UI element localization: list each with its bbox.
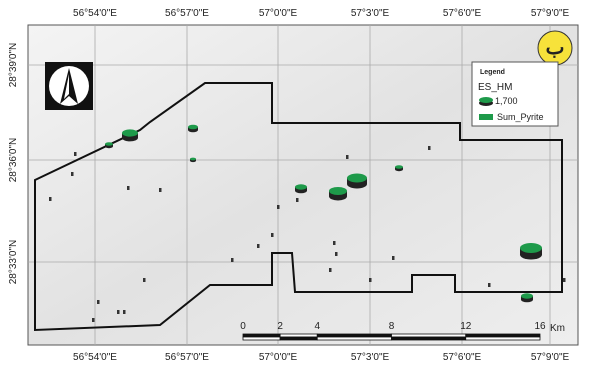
scale-segment: [243, 337, 280, 340]
sample-point: [333, 241, 336, 245]
sample-point: [49, 197, 52, 201]
cylinder-top: [295, 184, 307, 189]
scale-tick-label: 0: [240, 321, 246, 332]
sample-point: [74, 152, 77, 156]
y-label: 28°36'0"N: [8, 138, 19, 183]
sample-point: [71, 172, 74, 176]
scale-segment: [317, 337, 391, 340]
sample-point: [346, 155, 349, 159]
scale-segment: [392, 334, 466, 337]
sample-point: [392, 256, 395, 260]
sample-point: [123, 310, 126, 314]
sample-point: [231, 258, 234, 262]
legend-title: Legend: [480, 69, 505, 76]
map-figure: ب Legend ES_HM 1,700 Sum_Pyrite 0 2 4 8 12 16…: [0, 0, 592, 367]
sample-point: [159, 188, 162, 192]
sample-point: [296, 198, 299, 202]
sample-point: [143, 278, 146, 282]
scale-segment: [466, 337, 540, 340]
panel-letter: ب: [546, 37, 565, 59]
cylinder-top: [395, 165, 403, 169]
sample-point: [117, 310, 120, 314]
legend-item: Sum_Pyrite: [497, 112, 544, 122]
cylinder-top: [347, 174, 367, 183]
scale-segment: [243, 334, 280, 337]
sample-point: [257, 244, 260, 248]
cylinder-top: [188, 125, 198, 130]
scale-segment: [466, 334, 540, 337]
sample-point: [92, 318, 95, 322]
sample-point: [271, 233, 274, 237]
x-label-top: 57°9'0"E: [531, 8, 570, 19]
x-label-bottom: 57°6'0"E: [443, 352, 482, 363]
x-label-top: 57°0'0"E: [259, 8, 298, 19]
cylinder-top: [122, 129, 138, 136]
sample-point: [563, 278, 566, 282]
x-label-bottom: 56°54'0"E: [73, 352, 117, 363]
cylinder-top: [520, 243, 542, 253]
sample-point: [97, 300, 100, 304]
scale-segment: [280, 337, 317, 340]
scale-tick-label: 4: [314, 321, 320, 332]
legend: Legend ES_HM 1,700 Sum_Pyrite: [472, 62, 558, 126]
cylinder-top: [105, 142, 113, 146]
x-label-top: 56°57'0"E: [165, 8, 209, 19]
scale-tick-label: 16: [534, 321, 546, 332]
x-label-bottom: 57°0'0"E: [259, 352, 298, 363]
sample-point: [428, 146, 431, 150]
north-arrow: [45, 62, 93, 110]
scale-tick-label: 2: [277, 321, 283, 332]
y-label: 28°39'0"N: [8, 43, 19, 88]
sample-point: [277, 205, 280, 209]
legend-size-label: 1,700: [495, 96, 518, 106]
x-label-top: 57°3'0"E: [351, 8, 390, 19]
legend-layer: ES_HM: [478, 82, 512, 93]
scale-segment: [317, 334, 391, 337]
sample-point: [335, 252, 338, 256]
scale-segment: [392, 337, 466, 340]
sample-point: [127, 186, 130, 190]
cylinder-top: [190, 158, 196, 161]
x-label-bottom: 56°57'0"E: [165, 352, 209, 363]
sample-point: [369, 278, 372, 282]
cylinder-top: [521, 293, 533, 298]
x-label-bottom: 57°9'0"E: [531, 352, 570, 363]
y-label: 28°33'0"N: [8, 240, 19, 285]
x-label-top: 57°6'0"E: [443, 8, 482, 19]
x-label-bottom: 57°3'0"E: [351, 352, 390, 363]
scale-tick-label: 12: [460, 321, 472, 332]
x-label-top: 56°54'0"E: [73, 8, 117, 19]
sample-point: [488, 283, 491, 287]
cylinder-top: [329, 187, 347, 195]
panel-label: ب: [538, 31, 572, 65]
scale-segment: [280, 334, 317, 337]
sample-point: [329, 268, 332, 272]
scale-tick-label: 8: [389, 321, 395, 332]
scale-unit: Km: [550, 323, 565, 334]
